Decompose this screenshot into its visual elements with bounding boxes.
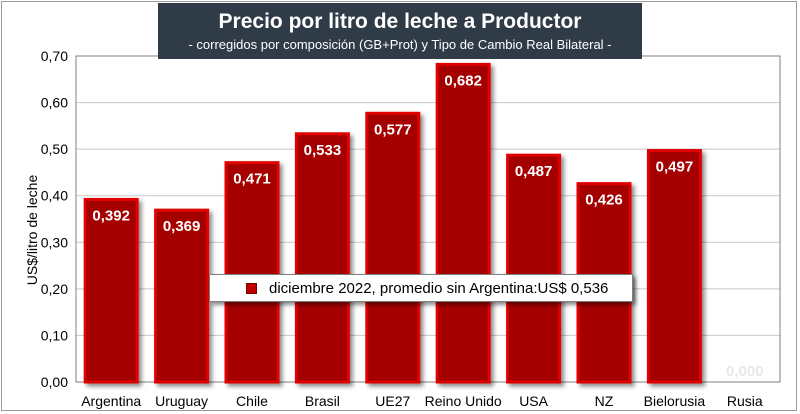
bar-value-label: 0,487	[515, 163, 553, 180]
bar-value-label: 0,000	[726, 363, 764, 380]
y-tick-label: 0,10	[41, 327, 68, 343]
x-tick-label: Brasil	[305, 393, 340, 409]
chart-subtitle: - corregidos por composición (GB+Prot) y…	[188, 37, 612, 52]
y-axis-label: US$/litro de leche	[24, 175, 40, 286]
legend-text: diciembre 2022, promedio sin Argentina:U…	[269, 279, 609, 297]
x-tick-label: Bielorusia	[644, 393, 706, 409]
bar-reino-unido	[435, 62, 491, 384]
bar-value-label: 0,392	[92, 207, 130, 224]
y-tick-label: 0,60	[41, 95, 68, 111]
y-tick-label: 0,70	[41, 48, 68, 64]
x-tick-label: Chile	[236, 393, 268, 409]
y-tick-label: 0,40	[41, 188, 68, 204]
legend-swatch	[246, 282, 257, 294]
x-tick-label: Rusia	[727, 393, 763, 409]
x-tick-label: NZ	[595, 393, 614, 409]
bar-ue27	[365, 111, 421, 384]
bar-value-label: 0,577	[374, 121, 412, 138]
bar-brasil	[294, 132, 350, 384]
bar-chile	[224, 161, 280, 384]
x-tick-label: USA	[519, 393, 548, 409]
y-tick-label: 0,20	[41, 281, 68, 297]
bar-uruguay	[154, 208, 210, 384]
x-tick-label: UE27	[375, 393, 410, 409]
chart-title-box: Precio por litro de leche a Productor - …	[158, 3, 642, 59]
x-tick-label: Argentina	[81, 393, 141, 409]
bar-value-label: 0,682	[444, 72, 482, 89]
bar-value-label: 0,471	[233, 171, 271, 188]
legend: diciembre 2022, promedio sin Argentina:U…	[209, 274, 633, 302]
y-tick-label: 0,50	[41, 141, 68, 157]
x-tick-label: Uruguay	[155, 393, 208, 409]
bar-value-label: 0,426	[585, 192, 623, 209]
bar-value-label: 0,533	[304, 142, 342, 159]
bar-value-label: 0,497	[656, 159, 694, 176]
x-tick-label: Reino Unido	[425, 393, 502, 409]
bar-argentina	[83, 197, 139, 384]
bar-value-label: 0,369	[163, 218, 201, 235]
bar-bielorusia	[646, 149, 702, 384]
bar-usa	[506, 153, 562, 384]
y-tick-label: 0,30	[41, 234, 68, 250]
chart-title: Precio por litro de leche a Productor	[218, 10, 582, 33]
y-tick-label: 0,00	[41, 374, 68, 390]
